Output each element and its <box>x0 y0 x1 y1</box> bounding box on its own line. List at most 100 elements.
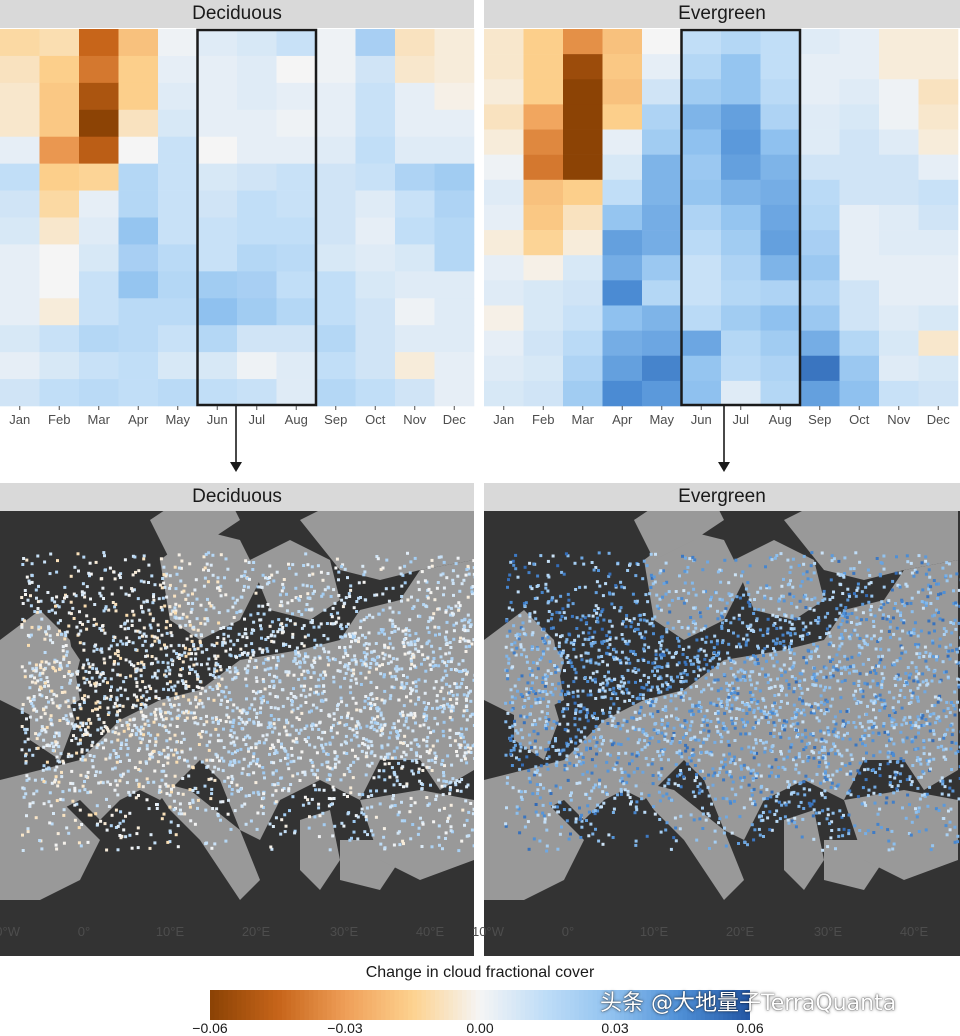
legend-colorbar <box>210 990 750 1020</box>
heatmap-cell <box>158 136 198 164</box>
heatmap-cell <box>79 190 119 218</box>
heatmap-cell <box>800 129 840 155</box>
heatmap-cell <box>721 280 761 306</box>
heatmap-cell <box>879 305 919 331</box>
heatmap-cell <box>642 104 682 130</box>
heatmap-cell <box>237 217 277 245</box>
heatmap-cell <box>355 190 396 218</box>
heatmap-cell <box>39 325 80 353</box>
heatmap-cell <box>523 280 564 306</box>
heatmap-deciduous: Jan Feb Mar Apr May Jun Jul Aug Sep Oct Nov Dec <box>0 28 475 427</box>
heatmap-cell <box>237 379 277 407</box>
heatmap-cell <box>918 79 959 105</box>
heatmap-cell <box>721 230 761 256</box>
heatmap-cell <box>484 355 524 382</box>
heatmap-cell <box>118 136 159 164</box>
heatmap-cell <box>602 29 643 55</box>
heatmap-cell <box>879 104 919 130</box>
heatmap-cell <box>918 204 959 231</box>
heatmap-cell <box>681 104 722 130</box>
heatmap-cell <box>395 379 435 407</box>
month-label: May <box>649 412 674 427</box>
month-label: May <box>165 412 190 427</box>
month-label: Jan <box>493 412 514 427</box>
heatmap-cell <box>681 79 722 105</box>
heatmap-cell <box>484 179 524 206</box>
heatmap-cell <box>602 179 643 206</box>
land-area <box>484 800 584 900</box>
month-label: Mar <box>572 412 595 427</box>
heatmap-cell <box>197 217 238 245</box>
heatmap-cell <box>355 271 396 299</box>
heatmap-cell <box>434 55 475 84</box>
heatmap-cell <box>237 271 277 299</box>
heatmap-cell <box>800 380 840 407</box>
heatmap-cell <box>0 55 40 84</box>
heatmap-cell <box>118 352 159 380</box>
heatmap-cell <box>395 136 435 164</box>
heatmap-cell <box>79 109 119 138</box>
heatmap-cell <box>879 230 919 256</box>
heatmap-cell <box>79 244 119 272</box>
heatmap-cell <box>760 29 801 55</box>
heatmap-cell <box>484 104 524 130</box>
map-x-tick-label: 20°E <box>725 924 755 939</box>
land-area <box>634 780 744 900</box>
land-area <box>0 800 100 900</box>
heatmap-cell <box>642 305 682 331</box>
month-label: Jan <box>9 412 30 427</box>
heatmap-cell <box>681 355 722 382</box>
heatmap-cell <box>839 230 880 256</box>
heatmap-cell <box>197 163 238 191</box>
heatmap-cell <box>237 82 277 111</box>
heatmap-cell <box>158 82 198 111</box>
heatmap-cell <box>39 352 80 380</box>
panel-title-deciduous: Deciduous <box>0 0 474 28</box>
month-label: Aug <box>285 412 308 427</box>
heatmap-cell <box>879 204 919 231</box>
heatmap-cell <box>642 204 682 231</box>
heatmap-cell <box>839 280 880 306</box>
heatmap-cell <box>316 244 356 272</box>
heatmap-cell <box>237 109 277 138</box>
heatmap-cell <box>721 29 761 55</box>
map-x-tick-label: 10°W <box>0 924 20 939</box>
heatmap-cell <box>237 163 277 191</box>
heatmap-cell <box>721 54 761 80</box>
heatmap-cell <box>39 190 80 218</box>
heatmap-cell <box>237 244 277 272</box>
heatmap-cell <box>721 79 761 105</box>
land-area <box>300 511 474 580</box>
map-deciduous <box>0 511 474 956</box>
heatmap-cell <box>760 79 801 105</box>
heatmap-cell <box>918 29 959 55</box>
heatmap-cell <box>355 217 396 245</box>
heatmap-cell <box>800 255 840 281</box>
heatmap-cell <box>79 325 119 353</box>
map-x-tick-label: 30°E <box>813 924 843 939</box>
heatmap-cell <box>681 280 722 306</box>
heatmap-cell <box>721 129 761 155</box>
heatmap-cell <box>563 104 603 130</box>
heatmap-cell <box>760 305 801 331</box>
heatmap-cell <box>39 82 80 111</box>
heatmap-cell <box>563 29 603 55</box>
heatmap-cell <box>839 104 880 130</box>
heatmap-cell <box>197 298 238 326</box>
heatmap-cell <box>434 29 475 57</box>
heatmap-cell <box>879 129 919 155</box>
heatmap-cell <box>642 380 682 407</box>
heatmap-cell <box>721 255 761 281</box>
heatmap-cell <box>395 29 435 57</box>
heatmap-cell <box>484 154 524 181</box>
heatmap-cell <box>523 129 564 155</box>
month-label: Sep <box>324 412 347 427</box>
heatmap-cell <box>602 355 643 382</box>
heatmap-cell <box>839 355 880 382</box>
heatmap-cell <box>158 29 198 57</box>
heatmap-cell <box>839 54 880 80</box>
heatmap-cell <box>721 330 761 357</box>
heatmap-cell <box>681 129 722 155</box>
heatmap-cell <box>681 29 722 55</box>
heatmap-cell <box>0 244 40 272</box>
